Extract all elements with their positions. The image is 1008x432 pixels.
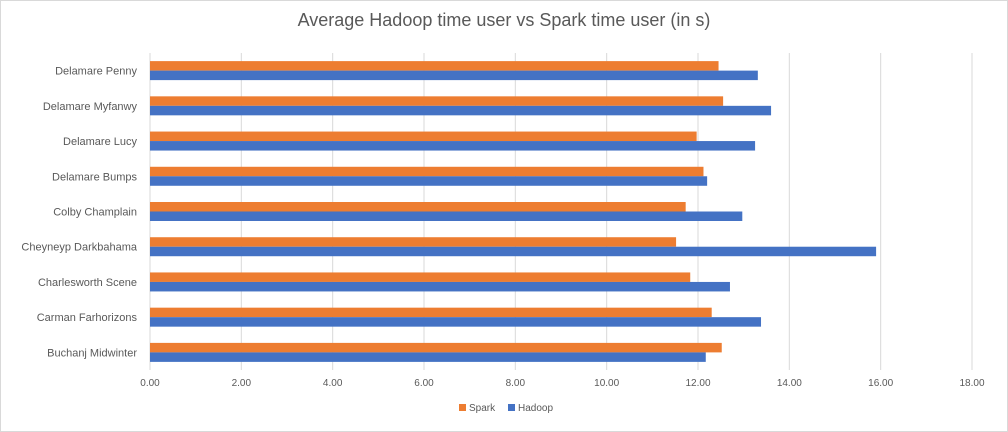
x-tick-label: 4.00: [323, 378, 343, 389]
category-label: Carman Farhorizons: [37, 312, 138, 324]
bar-hadoop: [150, 141, 756, 151]
category-label: Buchanj Midwinter: [47, 347, 137, 359]
bar-hadoop: [150, 317, 762, 327]
x-tick-labels: 0.00 2.00 4.00 6.00 8.00 10.00 12.00 14.00 16.00…: [140, 378, 985, 389]
category-label: Cheyneyp Darkbahama: [21, 242, 137, 254]
bar-spark: [150, 166, 704, 177]
x-tick-label: 12.00: [685, 378, 710, 389]
bar-spark: [150, 307, 712, 318]
bar-hadoop: [150, 281, 730, 292]
x-tick-label: 0.00: [140, 378, 160, 389]
bar-hadoop: [150, 246, 877, 257]
bar-spark: [150, 237, 677, 247]
legend-swatch-spark: [459, 404, 466, 411]
x-tick-label: 14.00: [777, 378, 802, 389]
bar-hadoop: [150, 70, 758, 81]
bar-spark: [150, 272, 691, 282]
bar-hadoop: [150, 176, 708, 186]
bar-spark: [150, 131, 697, 142]
legend-swatch-hadoop: [508, 404, 515, 411]
chart-title: Average Hadoop time user vs Spark time u…: [297, 10, 711, 30]
legend-label-spark: Spark: [469, 403, 496, 414]
bar-spark: [150, 202, 686, 212]
bar-spark: [150, 342, 722, 353]
bar-hadoop: [150, 105, 772, 116]
category-label: Delamare Bumps: [52, 171, 137, 183]
category-label: Delamare Penny: [55, 66, 137, 78]
x-tick-label: 6.00: [414, 378, 434, 389]
bar-hadoop: [150, 352, 706, 362]
x-tick-label: 18.00: [959, 378, 984, 389]
bars: [150, 61, 877, 362]
category-label: Delamare Lucy: [63, 136, 137, 148]
bar-spark: [150, 96, 724, 106]
bar-hadoop: [150, 211, 743, 221]
category-labels: Delamare Penny Delamare Myfanwy Delamare L…: [21, 66, 137, 360]
x-tick-label: 10.00: [594, 378, 619, 389]
category-label: Delamare Myfanwy: [43, 101, 138, 113]
x-tick-label: 2.00: [232, 378, 252, 389]
legend-label-hadoop: Hadoop: [518, 403, 553, 414]
category-label: Charlesworth Scene: [38, 277, 137, 289]
x-tick-label: 8.00: [506, 378, 526, 389]
x-tick-label: 16.00: [868, 378, 893, 389]
legend: Spark Hadoop: [459, 403, 553, 414]
bar-spark: [150, 61, 719, 71]
category-label: Colby Champlain: [53, 207, 137, 219]
